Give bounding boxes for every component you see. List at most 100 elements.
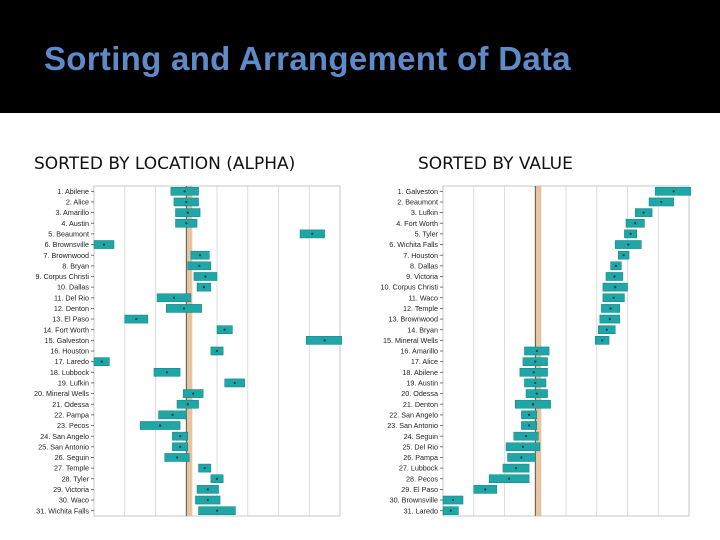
category-label: 8. Dallas [410,261,438,270]
category-label: 13. Brownwood [388,315,438,324]
range-midpoint [528,424,531,427]
range-midpoint [175,456,179,459]
range-midpoint [102,243,106,246]
category-label: 11. Waco [408,293,438,302]
range-midpoint [172,296,176,299]
category-label: 4. Austin [61,219,89,228]
category-label: 9. Victoria [406,272,438,281]
left-chart-caption: SORTED BY LOCATION (ALPHA) [34,154,296,174]
range-midpoint [215,509,219,512]
category-label: 7. Brownwood [43,251,89,260]
category-label: 23. San Antonio [387,421,438,430]
category-label: 27. Temple [54,464,89,473]
category-label: 13. El Paso [52,315,89,324]
range-midpoint [634,222,637,225]
range-midpoint [484,488,487,491]
category-label: 25. Del Rio [402,442,438,451]
range-midpoint [622,254,625,257]
range-midpoint [605,328,608,331]
range-midpoint [215,477,219,480]
category-label: 12. Temple [403,304,438,313]
category-label: 11. Del Rio [54,293,89,302]
category-label: 21. Denton [403,400,438,409]
category-label: 20. Mineral Wells [34,389,89,398]
range-midpoint [608,317,611,321]
slide-title: Sorting and Arrangement of Data [44,40,571,77]
range-midpoint [614,286,617,289]
category-label: 5. Beaumont [48,230,89,239]
range-midpoint [534,360,537,363]
range-midpoint [613,275,616,278]
range-midpoint [233,381,236,385]
range-midpoint [449,509,452,512]
range-midpoint [521,445,525,448]
range-midpoint [215,349,219,353]
category-label: 19. Austin [406,379,438,388]
range-midpoint [186,403,189,406]
category-label: 9. Corpus Christi [35,272,89,281]
chart-background [355,184,691,518]
range-midpoint [179,435,182,438]
category-label: 29. Victoria [53,485,89,494]
range-midpoint [508,477,511,480]
title-band [0,0,720,113]
range-midpoint [171,413,174,416]
range-midpoint [179,445,182,448]
category-label: 3. Lufkin [411,208,438,217]
range-midpoint [520,456,523,459]
range-midpoint [183,190,186,193]
category-label: 15. Galveston [45,336,89,345]
category-label: 21. Odessa [52,400,89,409]
category-label: 1. Abilene [57,187,89,196]
category-label: 26. Pampa [403,453,438,462]
range-midpoint [198,254,202,257]
category-label: 30. Brownsville [390,496,438,505]
category-label: 17. Alice [411,357,438,366]
range-midpoint [660,200,663,204]
range-midpoint [642,211,645,214]
category-label: 6. Brownsville [45,240,89,249]
range-midpoint [627,243,630,246]
category-label: 2. Beaumont [397,198,438,207]
category-label: 26. Seguin [55,453,89,462]
category-label: 27. Lubbock [399,464,439,473]
range-midpoint [186,211,189,214]
category-label: 10. Dallas [57,283,89,292]
category-label: 30. Waco [59,496,89,505]
category-label: 16. Amarillo [400,347,438,356]
category-label: 19. Lufkin [58,379,89,388]
range-midpoint [202,286,206,289]
range-midpoint [524,435,528,438]
category-label: 28. Tyler [62,474,90,483]
category-label: 7. Houston [403,251,438,260]
category-label: 4. Fort Worth [396,219,438,228]
category-label: 6. Wichita Falls [389,240,438,249]
category-label: 22. San Angelo [389,410,438,419]
range-midpoint [514,466,518,470]
category-label: 15. Mineral Wells [383,336,438,345]
chart-background [6,184,342,518]
category-label: 5. Tyler [415,230,439,239]
range-midpoint [528,413,531,416]
range-midpoint [185,200,188,204]
range-midpoint [601,339,604,342]
category-label: 24. San Angelo [40,432,89,441]
range-midpoint [198,264,201,267]
reference-band [186,186,193,516]
range-midpoint [323,339,326,342]
range-midpoint [204,275,207,278]
category-label: 23. Pecos [57,421,89,430]
category-label: 14. Fort Worth [43,325,89,334]
category-label: 16. Houston [50,347,89,356]
range-midpoint [535,392,538,395]
range-midpoint [311,232,314,236]
range-midpoint [159,424,162,427]
category-label: 28. Pecos [406,474,438,483]
category-label: 24. Seguin [404,432,438,441]
range-midpoint [531,403,535,406]
range-midpoint [192,392,195,395]
category-label: 12. Denton [54,304,89,313]
range-midpoint [534,381,537,385]
category-label: 1. Galveston [398,187,438,196]
